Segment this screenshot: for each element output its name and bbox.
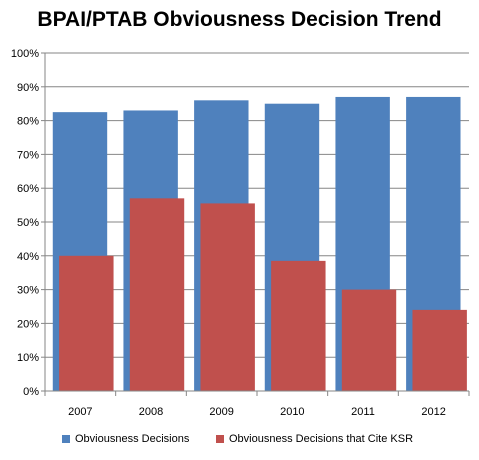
x-axis-tick-labels: 2007 2008 2009 2010 2011 2012: [68, 406, 446, 418]
x-tick-label: 2009: [209, 406, 233, 418]
legend-item-cite-ksr: Obviousness Decisions that Cite KSR: [216, 433, 413, 445]
bar-cite-ksr: [59, 255, 114, 391]
y-tick-label: 40%: [17, 251, 39, 263]
chart-title: BPAI/PTAB Obviousness Decision Trend: [37, 8, 442, 31]
y-tick-label: 90%: [17, 82, 39, 94]
gridlines: [45, 52, 469, 358]
y-tick-label: 70%: [17, 149, 39, 161]
series-cite-ksr: [59, 198, 467, 391]
x-tick-label: 2010: [280, 406, 304, 418]
y-tick-label: 10%: [17, 352, 39, 364]
y-axis-tick-labels: 0% 10% 20% 30% 40% 50% 60% 70% 80% 90% 100%: [11, 48, 39, 398]
legend-label: Obviousness Decisions that Cite KSR: [229, 433, 414, 445]
legend-item-obviousness-decisions: Obviousness Decisions: [62, 433, 189, 445]
y-tick-label: 80%: [17, 116, 39, 128]
series-obviousness-decisions: [52, 96, 461, 392]
y-tick-label: 0%: [23, 386, 39, 398]
bar-cite-ksr: [412, 309, 467, 391]
bar-cite-ksr: [200, 203, 255, 391]
y-tick-label: 50%: [17, 217, 39, 229]
bar-cite-ksr: [271, 260, 326, 391]
legend-swatch: [216, 435, 224, 443]
x-tick-label: 2008: [139, 406, 163, 418]
y-tick-label: 30%: [17, 285, 39, 297]
x-tick-label: 2012: [421, 406, 445, 418]
legend-swatch: [62, 435, 70, 443]
x-tick-label: 2011: [351, 406, 375, 418]
bar-cite-ksr: [129, 198, 185, 391]
y-tick-label: 20%: [17, 318, 39, 330]
y-tick-label: 100%: [11, 48, 39, 60]
legend-label: Obviousness Decisions: [75, 433, 190, 445]
axes: [41, 52, 470, 396]
bar-cite-ksr: [341, 289, 397, 391]
x-tick-label: 2007: [68, 406, 92, 418]
y-tick-label: 60%: [17, 183, 39, 195]
